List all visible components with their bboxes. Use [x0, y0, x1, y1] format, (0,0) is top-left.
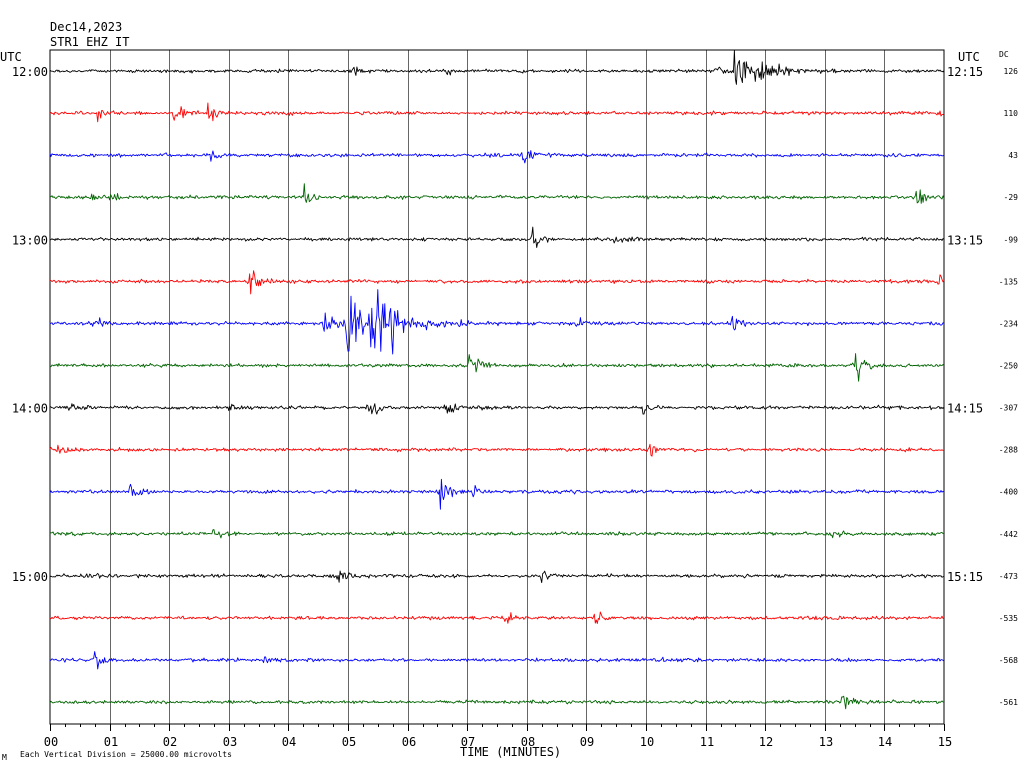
dc-offset-label: -473 [999, 572, 1018, 581]
x-tick-label: 08 [521, 735, 535, 749]
dc-offset-label: -250 [999, 361, 1018, 370]
dc-offset-label: -288 [999, 446, 1018, 455]
time-label-left: 15:00 [12, 570, 48, 584]
trace-row-4 [49, 226, 945, 248]
dc-offset-label: -29 [1004, 193, 1019, 202]
dc-offset-label: -400 [999, 488, 1018, 497]
dc-offset-label: -442 [999, 530, 1018, 539]
trace-row-8 [49, 403, 945, 415]
footer-scale-note: Each Vertical Division = 25000.00 microv… [20, 750, 232, 759]
time-label-right: 15:15 [947, 570, 983, 584]
trace-row-11 [49, 529, 945, 539]
dc-offset-label: 43 [1008, 151, 1018, 160]
x-tick-label: 04 [282, 735, 296, 749]
header-date: Dec14,2023 [50, 20, 122, 34]
header-station: STR1 EHZ IT [50, 35, 129, 49]
time-label-right: 14:15 [947, 402, 983, 416]
dc-offset-label: -561 [999, 698, 1018, 707]
trace-row-2 [49, 150, 945, 164]
dc-offset-label: -307 [999, 404, 1018, 413]
trace-row-7 [49, 353, 945, 382]
dc-offset-label: -99 [1004, 235, 1019, 244]
time-label-right: 13:15 [947, 233, 983, 247]
time-label-left: 12:00 [12, 65, 48, 79]
dc-offset-label: -135 [999, 277, 1018, 286]
x-tick-label: 01 [104, 735, 118, 749]
dc-offset-label: -234 [999, 319, 1018, 328]
dc-label: DC [999, 50, 1009, 59]
x-tick-label: 11 [700, 735, 714, 749]
corner-mark: M [2, 753, 7, 762]
trace-row-9 [49, 443, 945, 457]
trace-row-5 [49, 270, 945, 295]
x-tick-label: 15 [938, 735, 952, 749]
trace-row-10 [49, 478, 945, 510]
trace-row-1 [49, 102, 945, 123]
dc-offset-label: 110 [1004, 109, 1019, 118]
time-label-left: 14:00 [12, 402, 48, 416]
utc-label-right: UTC [958, 50, 980, 64]
trace-row-6 [49, 289, 945, 355]
trace-row-12 [49, 570, 945, 584]
x-axis-label: TIME (MINUTES) [460, 745, 561, 759]
x-tick-label: 14 [878, 735, 892, 749]
x-tick-label: 06 [402, 735, 416, 749]
plot-frame [49, 49, 945, 725]
axis-labels: 12:00 13:00 14:00 15:00 12:15 13:15 14:15 15:15… [12, 65, 1018, 749]
chart-grid [49, 49, 945, 731]
x-tick-label: 02 [163, 735, 177, 749]
dc-offset-label: -568 [999, 656, 1018, 665]
utc-label-left: UTC [0, 50, 22, 64]
x-tick-label: 05 [342, 735, 356, 749]
trace-row-3 [49, 183, 945, 204]
x-tick-label: 09 [580, 735, 594, 749]
time-label-left: 13:00 [12, 233, 48, 247]
x-tick-label: 12 [759, 735, 773, 749]
trace-row-0 [49, 49, 945, 85]
dc-offset-label: -535 [999, 614, 1018, 623]
trace-row-13 [49, 611, 945, 624]
seismic-traces [49, 49, 945, 710]
x-tick-label: 10 [640, 735, 654, 749]
x-tick-label: 03 [223, 735, 237, 749]
time-label-right: 12:15 [947, 65, 983, 79]
x-tick-label: 13 [819, 735, 833, 749]
trace-row-14 [49, 651, 945, 670]
x-tick-label: 00 [44, 735, 58, 749]
trace-row-15 [49, 695, 944, 710]
x-tick-label: 07 [461, 735, 475, 749]
dc-offset-label: 126 [1004, 67, 1019, 76]
chart-text-layer: Dec14,2023 STR1 EHZ IT UTC UTC DC TIME (… [0, 20, 1009, 762]
